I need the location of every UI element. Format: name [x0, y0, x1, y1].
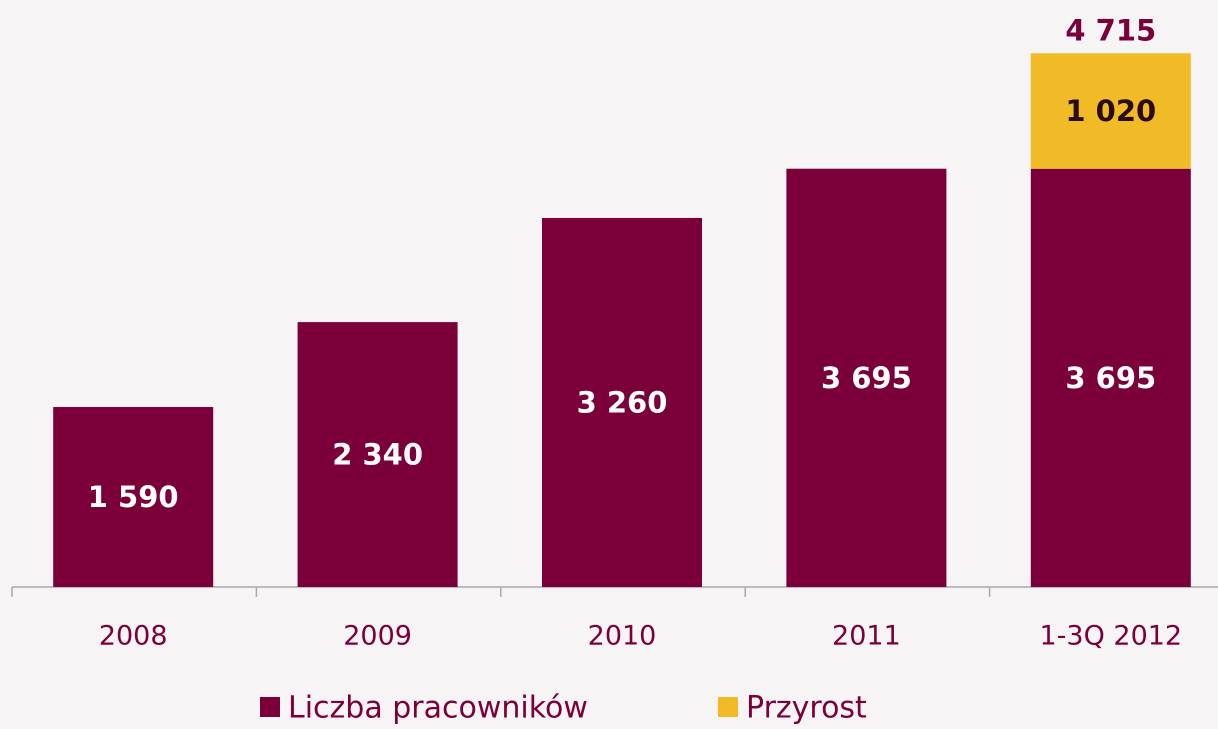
value-label: 1 590: [88, 480, 179, 514]
x-tick-label: 2011: [832, 621, 901, 652]
legend-swatch: [718, 697, 738, 717]
legend-label: Przyrost: [746, 691, 867, 726]
bar: [1030, 168, 1191, 587]
x-tick-label: 2008: [99, 621, 168, 652]
bar: [542, 217, 702, 587]
total-label: 4 715: [1065, 13, 1156, 47]
bar: [297, 322, 458, 587]
value-label: 1 020: [1065, 94, 1156, 128]
bar: [53, 407, 214, 587]
x-tick-label: 2009: [343, 621, 412, 652]
bar: [1030, 53, 1191, 169]
legend-label: Liczba pracowników: [288, 691, 588, 726]
value-label: 3 260: [577, 385, 668, 419]
bar: [786, 168, 947, 587]
value-label: 3 695: [821, 361, 912, 395]
legend-swatch: [260, 697, 280, 717]
x-tick-label: 2010: [588, 621, 657, 652]
value-label: 3 695: [1065, 361, 1156, 395]
x-tick-label: 1-3Q 2012: [1039, 621, 1182, 652]
value-label: 2 340: [332, 438, 423, 472]
